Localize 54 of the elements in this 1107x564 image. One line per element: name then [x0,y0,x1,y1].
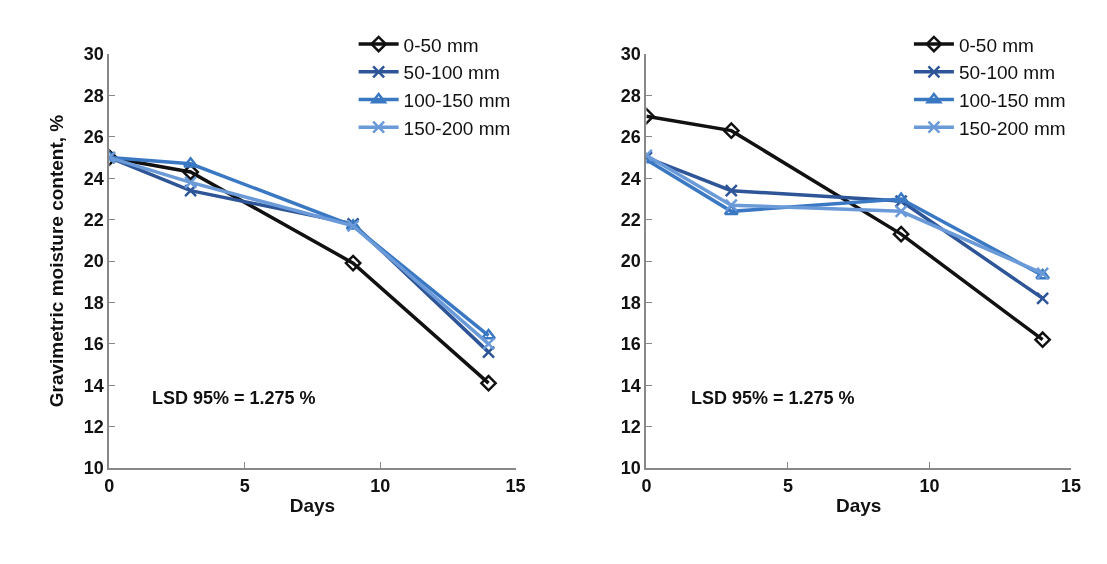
y-tick-label: 18 [83,292,104,313]
y-axis-title: Gravimetric moisture content, % [46,114,68,408]
y-tick-label: 16 [620,334,641,355]
y-tick-label: 18 [620,292,641,313]
point [1034,331,1052,349]
legend-label: 100-150 mm [403,89,511,111]
y-tick-label: 10 [83,458,104,479]
point [894,204,908,219]
legend-label: 0-50 mm [958,34,1034,56]
y-tick-label: 20 [620,251,641,272]
x-tick-label: 0 [641,475,652,496]
legend-label: 100-150 mm [958,89,1066,111]
point [724,198,739,212]
point [722,122,740,140]
x-axis-title: Days [835,494,882,516]
legend-label: 50-100 mm [403,62,500,84]
legend-label: 150-200 mm [958,117,1066,139]
y-tick-label: 30 [620,44,641,65]
point [892,225,910,243]
annotation: LSD 95% = 1.275 % [152,388,316,408]
y-tick-label: 22 [83,209,104,230]
point [481,337,496,351]
point [480,374,497,392]
legend-label: 150-200 mm [403,117,511,139]
x-tick-label: 15 [505,475,526,496]
annotation: LSD 95% = 1.275 % [691,388,855,408]
x-tick-label: 10 [370,475,391,496]
y-tick-label: 14 [83,375,104,396]
y-tick-label: 12 [83,416,104,437]
y-tick-label: 22 [620,209,641,230]
y-tick-label: 30 [83,44,104,65]
x-tick-label: 10 [919,475,940,496]
x-tick-label: 0 [104,475,115,496]
point [1035,291,1050,306]
legend-label: 0-50 mm [403,34,479,56]
y-tick-label: 26 [83,127,104,148]
y-tick-label: 12 [620,416,641,437]
y-tick-label: 10 [620,458,641,479]
point [344,254,362,272]
y-tick-label: 20 [83,251,104,272]
point [724,183,739,198]
x-axis-title: Days [289,494,336,516]
y-tick-label: 14 [620,375,641,396]
x-tick-label: 5 [239,475,250,496]
x-tick-label: 5 [782,475,793,496]
y-tick-label: 26 [620,127,641,148]
point [183,175,198,190]
y-tick-label: 24 [83,168,104,189]
legend-label: 50-100 mm [958,62,1056,84]
y-tick-label: 28 [83,85,104,106]
y-tick-label: 28 [620,85,641,106]
y-tick-label: 16 [83,334,104,355]
y-tick-label: 24 [620,168,641,189]
x-tick-label: 15 [1060,475,1081,496]
